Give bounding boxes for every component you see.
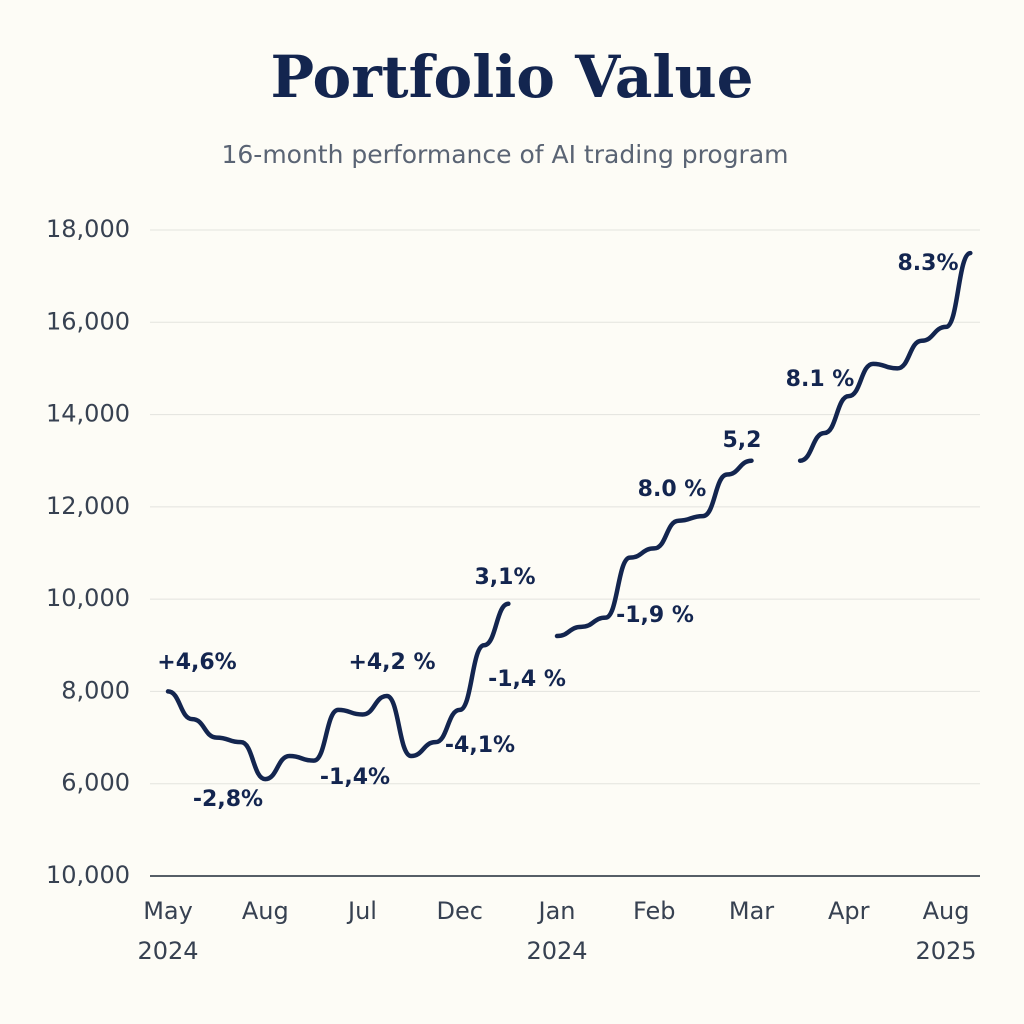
annotation: -1,4% — [320, 765, 390, 790]
x-tick-label: Apr — [828, 897, 870, 925]
x-tick-label: May — [143, 897, 193, 925]
x-tick-label: Dec — [437, 897, 483, 925]
annotation: 3,1% — [474, 565, 535, 590]
annotation: -4,1% — [445, 733, 515, 758]
chart-subtitle: 16-month performance of AI trading progr… — [221, 140, 788, 169]
annotation: -1,4 % — [488, 667, 566, 692]
line — [797, 250, 973, 463]
y-tick-label: 10,000 — [46, 861, 130, 889]
x-tick-label: Aug — [923, 897, 970, 925]
y-tick-label: 10,000 — [46, 584, 130, 612]
x-tick-label: Aug — [242, 897, 289, 925]
x-tick-label: Jan — [537, 897, 576, 925]
y-tick-label: 14,000 — [46, 400, 130, 428]
annotation: 8.0 % — [638, 477, 707, 502]
y-tick-label: 18,000 — [46, 215, 130, 243]
annotation: +4,6% — [157, 650, 236, 675]
x-tick-label: Feb — [633, 897, 676, 925]
x-tick-label: Mar — [729, 897, 774, 925]
annotation: 8.3% — [897, 251, 958, 276]
y-tick-label: 8,000 — [61, 676, 130, 704]
line — [554, 458, 754, 639]
chart-title: Portfolio Value — [270, 43, 753, 111]
y-tick-label: 16,000 — [46, 307, 130, 335]
line — [165, 601, 511, 782]
x-year-label: 2025 — [915, 937, 976, 965]
y-tick-label: 6,000 — [61, 769, 130, 797]
x-year-label: 2024 — [526, 937, 587, 965]
annotation: -2,8% — [193, 787, 263, 812]
annotation: 8.1 % — [786, 367, 855, 392]
x-year-label: 2024 — [137, 937, 198, 965]
annotation: +4,2 % — [348, 650, 435, 675]
y-tick-label: 12,000 — [46, 492, 130, 520]
annotation: 5,2 — [723, 428, 762, 453]
x-tick-label: Jul — [346, 897, 377, 925]
annotation: -1,9 % — [616, 603, 694, 628]
